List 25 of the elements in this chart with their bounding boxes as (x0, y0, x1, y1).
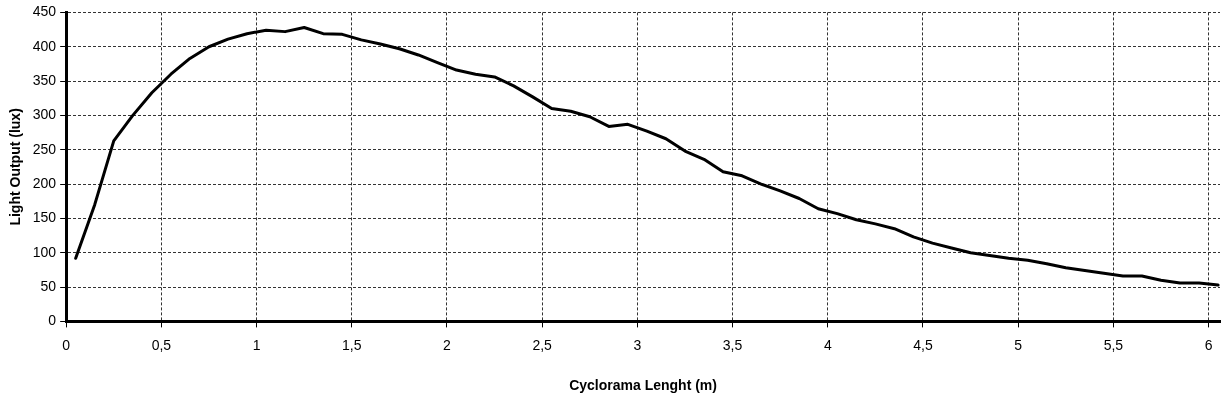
y-tick-label: 200 (32, 174, 57, 191)
x-tick-label: 5,5 (1103, 336, 1124, 353)
x-tick-label: 2,5 (532, 336, 553, 353)
x-tick-label: 3,5 (722, 336, 743, 353)
y-tick-label: 150 (32, 209, 57, 226)
x-tick-label: 5 (1014, 336, 1023, 353)
x-tick-label: 4,5 (913, 336, 933, 353)
y-tick-label: 250 (32, 140, 57, 157)
x-tick-label: 1,5 (342, 336, 362, 353)
y-tick-label: 0 (48, 312, 57, 329)
x-tick-label: 3 (633, 336, 642, 353)
x-tick-label: 4 (823, 336, 832, 353)
x-tick-label: 6 (1204, 336, 1213, 353)
x-tick-label: 0 (62, 336, 71, 353)
x-tick-label: 2 (443, 336, 452, 353)
x-tick-label: 0,5 (151, 336, 172, 353)
y-axis-title: Light Output (lux) (7, 108, 24, 226)
y-tick-label: 400 (32, 37, 57, 54)
y-tick-label: 350 (32, 71, 57, 88)
y-tick-label: 450 (32, 3, 57, 20)
x-tick-label: 1 (252, 336, 261, 353)
y-tick-label: 100 (32, 243, 57, 260)
y-tick-label: 50 (40, 277, 57, 294)
x-axis-title: Cyclorama Lenght (m) (569, 377, 717, 394)
y-tick-label: 300 (32, 106, 57, 123)
